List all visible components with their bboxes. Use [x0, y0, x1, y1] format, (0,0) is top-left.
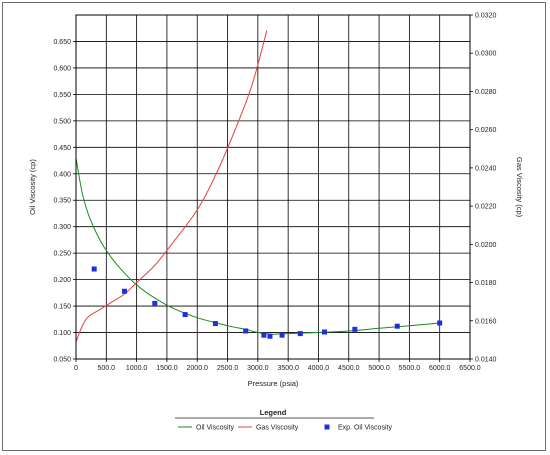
tick-labels: 0 500.0 1000.0 1500.0 2000.0 2500.0 3000.0 3500… [53, 13, 496, 373]
y2-axis-label: Gas Viscosity (cp) [515, 157, 524, 218]
x-tick-label: 2000.0 [187, 365, 209, 372]
exp-oil-viscosity-point [261, 332, 267, 338]
x-tick-label: 0 [74, 365, 78, 372]
y-tick-label: 0.250 [53, 251, 71, 258]
y-tick-label: 0.150 [53, 304, 71, 311]
exp-oil-viscosity-point [152, 300, 158, 306]
exp-oil-viscosity-point [91, 266, 97, 272]
y2-tick-label: 0.0280 [475, 89, 497, 96]
y2-tick-label: 0.0240 [475, 165, 497, 172]
exp-oil-viscosity-point [182, 312, 188, 318]
series-layer [75, 30, 443, 342]
exp-oil-viscosity-legend-swatch [324, 424, 330, 430]
y-tick-label: 0.200 [53, 277, 71, 284]
legend-title: Legend [260, 408, 287, 417]
exp-oil-viscosity-point [243, 328, 249, 334]
x-tick-label: 1500.0 [156, 365, 178, 372]
exp-oil-viscosity-point [212, 321, 218, 327]
y-tick-label: 0.650 [53, 39, 71, 46]
x-axis-label: Pressure (psia) [248, 379, 299, 388]
exp-oil-viscosity-point [267, 333, 273, 339]
y2-tick-label: 0.0300 [475, 51, 497, 58]
y2-tick-label: 0.0140 [475, 357, 497, 364]
x-tick-label: 2500.0 [217, 365, 239, 372]
legend-items: Oil Viscosity Gas Viscosity Exp. Oil Visco… [178, 424, 392, 432]
x-tick-label: 5500.0 [399, 365, 421, 372]
y2-tick-label: 0.0160 [475, 318, 497, 325]
y-tick-label: 0.500 [53, 118, 71, 125]
y2-tick-label: 0.0180 [475, 280, 497, 287]
y2-tick-label: 0.0260 [475, 127, 497, 134]
x-tick-label: 6500.0 [459, 365, 481, 372]
y-tick-label: 0.100 [53, 330, 71, 337]
gas-viscosity-legend-label: Gas Viscosity [256, 425, 299, 432]
grid-lines [75, 15, 471, 360]
y-tick-label: 0.350 [53, 198, 71, 205]
x-tick-label: 4500.0 [338, 365, 360, 372]
x-tick-label: 3500.0 [277, 365, 299, 372]
exp-oil-viscosity-point [352, 326, 358, 332]
oil-viscosity-line [75, 157, 440, 335]
y-tick-label: 0.600 [53, 65, 71, 72]
exp-oil-viscosity-point [121, 288, 127, 294]
exp-oil-viscosity-point [394, 323, 400, 329]
y2-tick-label: 0.0200 [475, 242, 497, 249]
y-tick-label: 0.400 [53, 171, 71, 178]
oil-viscosity-legend-label: Oil Viscosity [196, 425, 234, 432]
y2-tick-label: 0.0320 [475, 13, 497, 20]
exp-oil-viscosity-point [322, 329, 328, 335]
x-tick-label: 500.0 [98, 365, 116, 372]
y-tick-label: 0.300 [53, 224, 71, 231]
x-tick-label: 4000.0 [308, 365, 330, 372]
gas-viscosity-line [75, 30, 268, 342]
y2-tick-label: 0.0220 [475, 204, 497, 211]
exp-oil-viscosity-point [297, 331, 303, 337]
exp-oil-viscosity-point [279, 332, 285, 338]
x-tick-label: 1000.0 [126, 365, 148, 372]
y-tick-label: 0.450 [53, 145, 71, 152]
y-axis-label: Oil Viscosity (cp) [28, 159, 37, 215]
y-tick-label: 0.050 [53, 357, 71, 364]
x-tick-label: 6000.0 [429, 365, 451, 372]
x-tick-label: 3000.0 [247, 365, 269, 372]
exp-oil-viscosity-point [437, 320, 443, 326]
y-tick-label: 0.550 [53, 92, 71, 99]
plot-area [75, 14, 471, 360]
x-tick-label: 5000.0 [368, 365, 390, 372]
legend: Legend Oil Viscosity Gas Viscosity Exp. Oi… [175, 408, 392, 432]
exp-oil-viscosity-legend-label: Exp. Oil Viscosity [338, 425, 392, 432]
